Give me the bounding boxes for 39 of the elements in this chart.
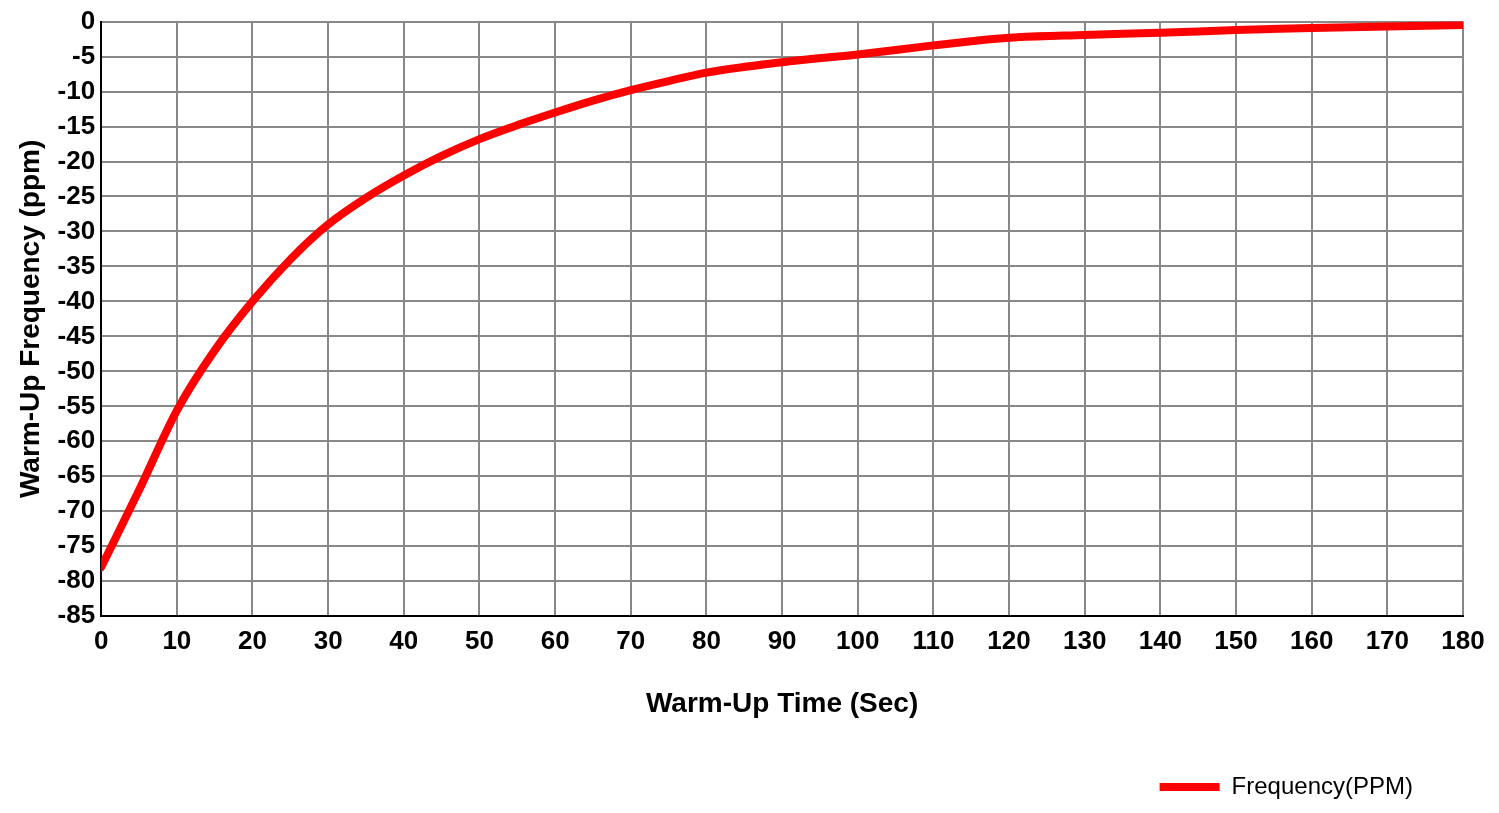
y-tick-label: -25: [57, 179, 96, 210]
y-tick-label: -75: [57, 529, 96, 560]
x-tick-label: 20: [238, 624, 267, 655]
x-tick-label: 70: [616, 624, 646, 655]
y-tick-label: -20: [57, 144, 96, 175]
x-tick-label: 130: [1063, 624, 1107, 655]
y-tick-label: -45: [57, 319, 96, 350]
y-tick-label: 0: [80, 4, 96, 35]
y-tick-label: -5: [72, 39, 96, 70]
y-tick-label: -30: [57, 214, 96, 245]
x-tick-label: 50: [465, 624, 494, 655]
legend-label: Frequency(PPM): [1231, 771, 1414, 799]
y-tick-label: -85: [57, 599, 96, 630]
x-tick-label: 180: [1441, 624, 1485, 655]
y-tick-label: -35: [57, 249, 96, 280]
x-tick-label: 60: [540, 624, 570, 655]
y-tick-label: -55: [57, 389, 96, 420]
y-tick-label: -50: [57, 354, 96, 385]
y-tick-label: -10: [57, 74, 96, 105]
x-tick-label: 160: [1289, 624, 1334, 655]
x-tick-label: 140: [1138, 624, 1183, 655]
x-tick-label: 110: [912, 624, 955, 655]
x-tick-label: 100: [836, 624, 880, 655]
x-tick-label: 10: [162, 624, 192, 655]
y-tick-label: -15: [57, 109, 96, 140]
y-tick-label: -65: [57, 459, 96, 490]
y-tick-label: -40: [57, 284, 96, 315]
y-tick-label: -70: [57, 494, 96, 525]
x-tick-label: 120: [987, 624, 1031, 655]
x-tick-label: 80: [691, 624, 721, 655]
x-axis-title: Warm-Up Time (Sec): [645, 686, 919, 718]
x-tick-label: 90: [767, 624, 797, 655]
x-tick-label: 30: [313, 624, 343, 655]
x-tick-label: 170: [1365, 624, 1410, 655]
y-tick-label: -80: [57, 564, 96, 595]
y-tick-label: -60: [57, 424, 96, 455]
x-tick-label: 150: [1214, 624, 1258, 655]
x-tick-label: 40: [389, 624, 419, 655]
y-axis-title: Warm-Up Frequency (ppm): [13, 139, 45, 499]
